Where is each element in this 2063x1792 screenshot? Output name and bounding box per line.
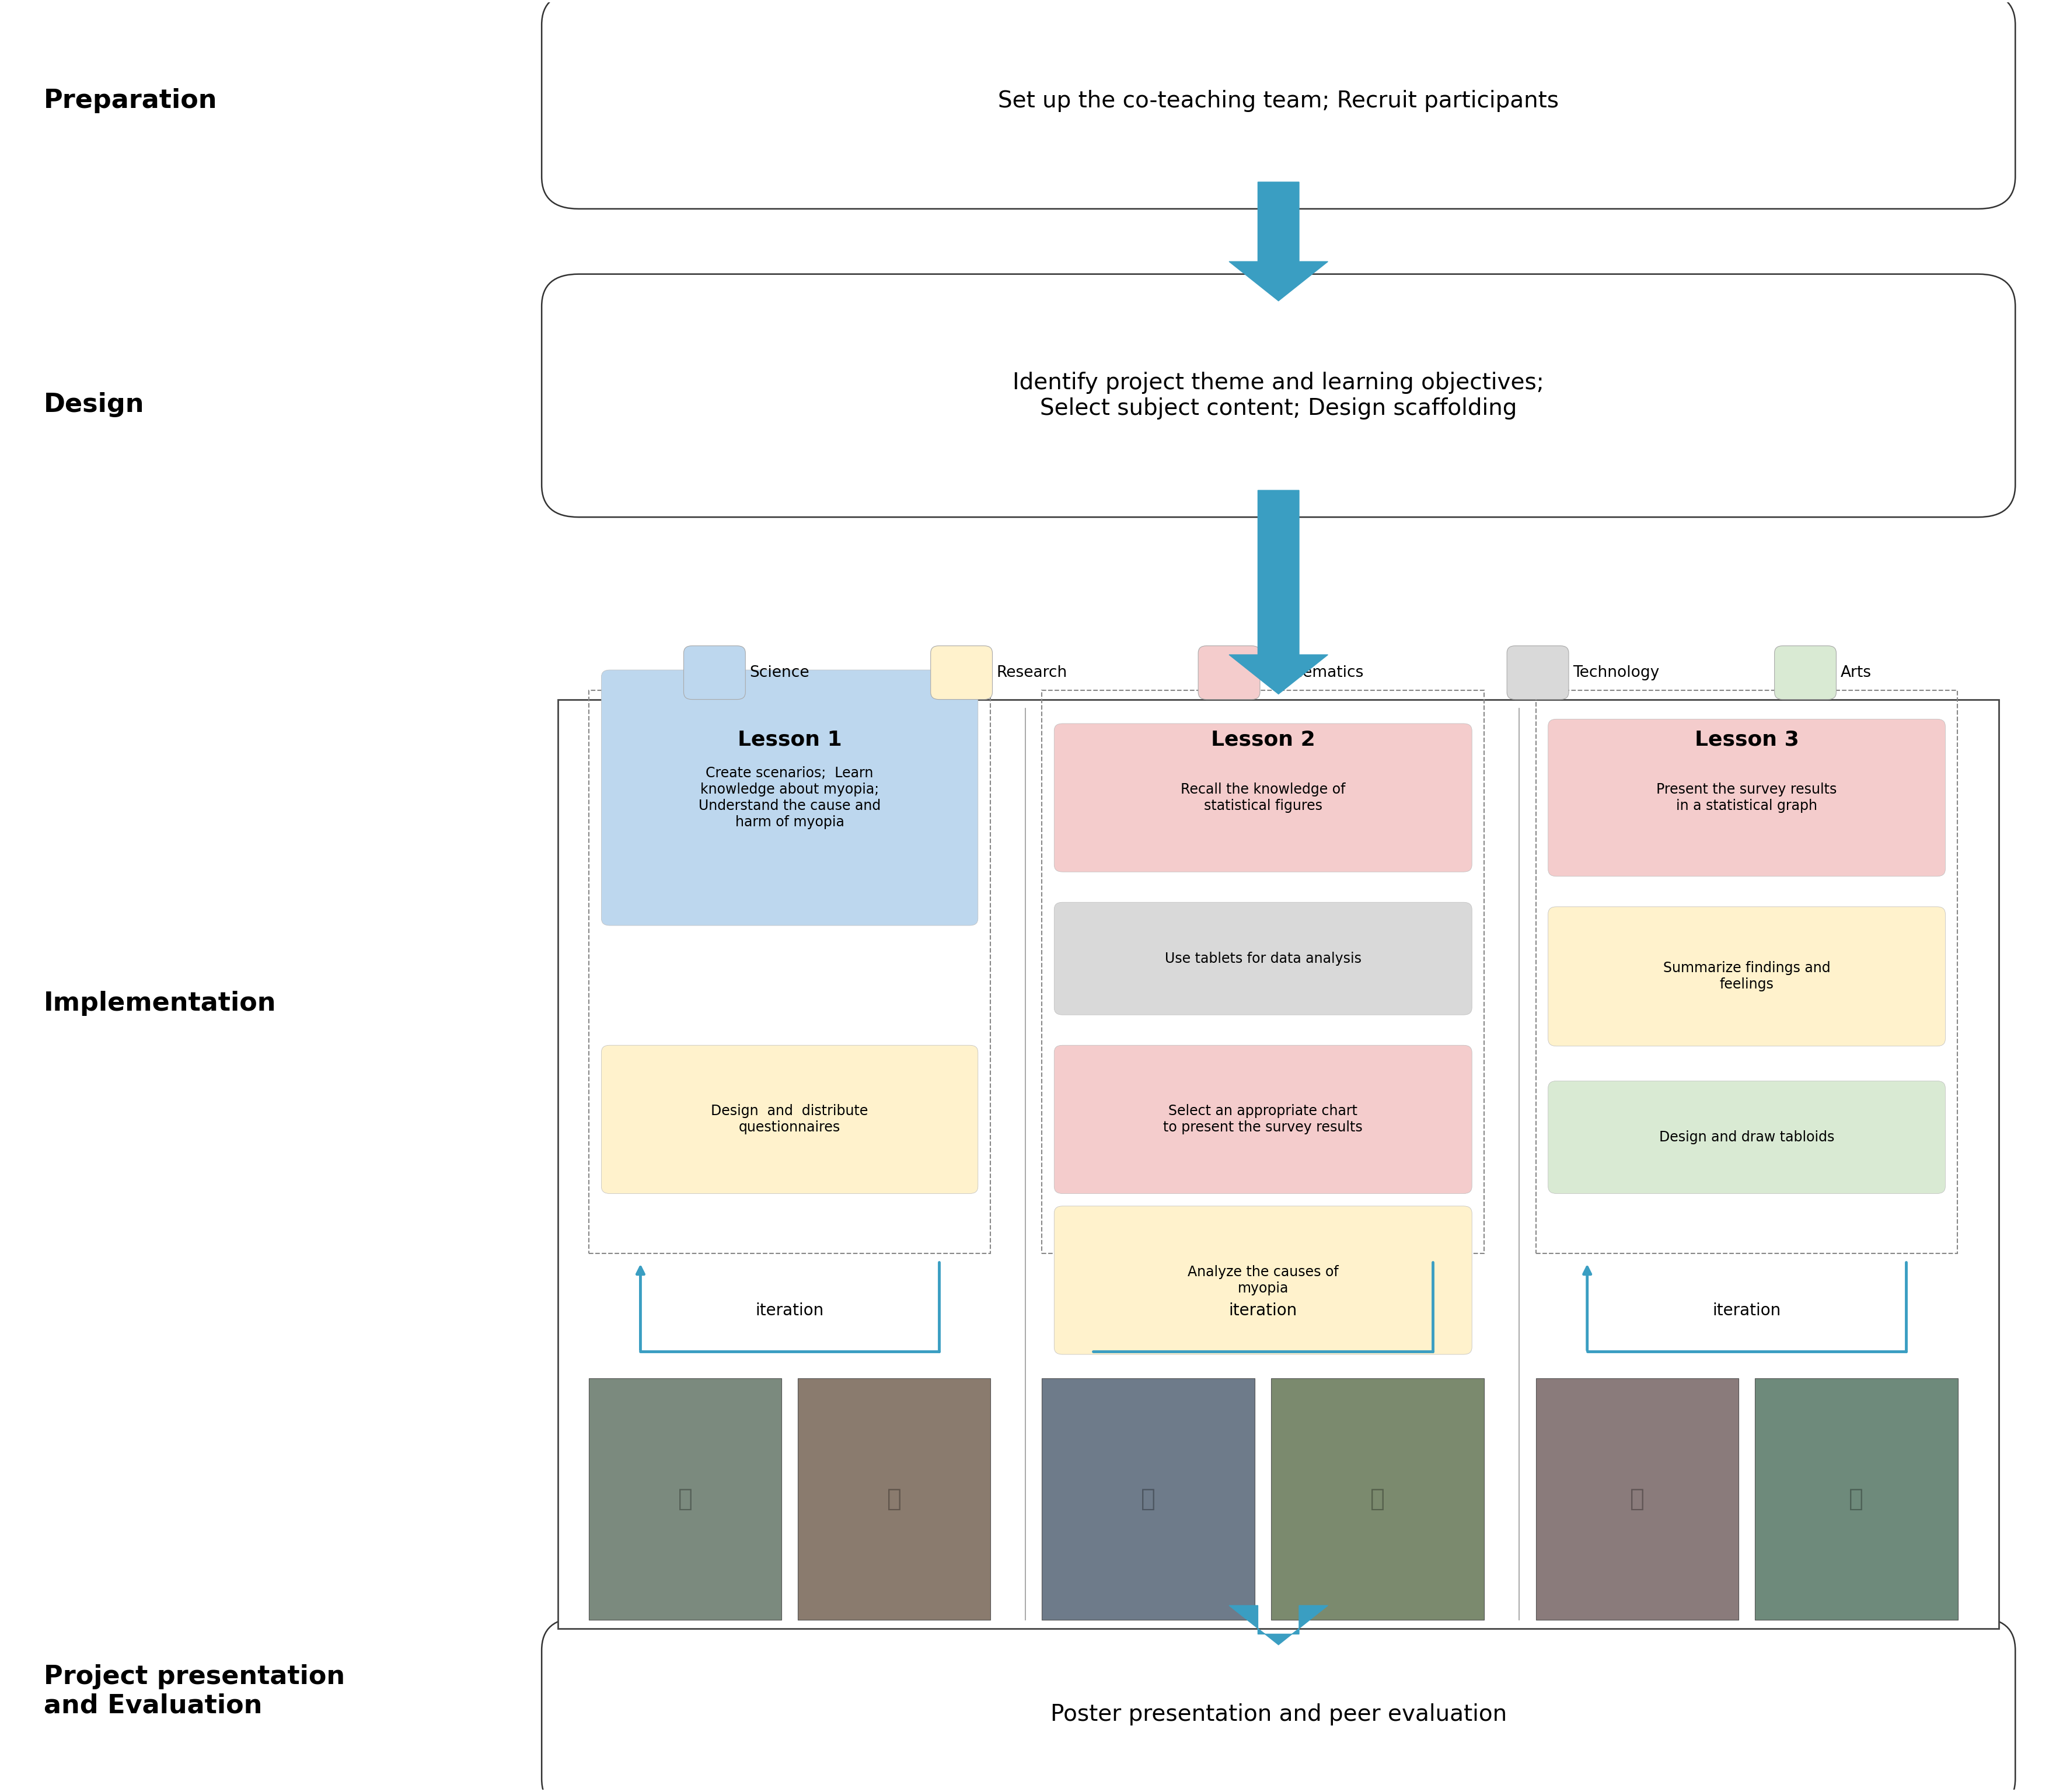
FancyBboxPatch shape	[1054, 901, 1471, 1014]
FancyBboxPatch shape	[600, 670, 978, 925]
FancyArrow shape	[1230, 183, 1329, 301]
Text: 📷: 📷	[1370, 1487, 1384, 1511]
Text: Project presentation
and Evaluation: Project presentation and Evaluation	[43, 1665, 345, 1719]
Text: iteration: iteration	[1712, 1303, 1780, 1319]
Text: Lesson 1: Lesson 1	[736, 729, 842, 749]
FancyArrow shape	[1230, 491, 1329, 694]
Text: 📷: 📷	[679, 1487, 693, 1511]
FancyBboxPatch shape	[1054, 724, 1471, 873]
Text: iteration: iteration	[1230, 1303, 1298, 1319]
Text: Implementation: Implementation	[43, 991, 276, 1016]
FancyBboxPatch shape	[1054, 1045, 1471, 1193]
Text: 📷: 📷	[1141, 1487, 1155, 1511]
Text: Present the survey results
in a statistical graph: Present the survey results in a statisti…	[1657, 783, 1836, 814]
Bar	[1535, 1378, 1739, 1620]
Text: Design  and  distribute
questionnaires: Design and distribute questionnaires	[712, 1104, 869, 1134]
Text: Create scenarios;  Learn
knowledge about myopia;
Understand the cause and
harm o: Create scenarios; Learn knowledge about …	[699, 767, 881, 830]
FancyBboxPatch shape	[1547, 719, 1945, 876]
Text: Design: Design	[43, 392, 144, 418]
Text: Lesson 3: Lesson 3	[1694, 729, 1799, 749]
FancyBboxPatch shape	[683, 645, 745, 699]
FancyBboxPatch shape	[1054, 1206, 1471, 1355]
FancyBboxPatch shape	[1547, 907, 1945, 1047]
Text: Technology: Technology	[1572, 665, 1659, 681]
Text: Science: Science	[749, 665, 809, 681]
FancyBboxPatch shape	[600, 1045, 978, 1193]
FancyBboxPatch shape	[930, 645, 992, 699]
Text: Poster presentation and peer evaluation: Poster presentation and peer evaluation	[1050, 1704, 1506, 1726]
Text: Lesson 2: Lesson 2	[1211, 729, 1316, 749]
Text: Research: Research	[996, 665, 1067, 681]
Bar	[559, 699, 1999, 1629]
FancyBboxPatch shape	[1547, 1081, 1945, 1193]
Text: iteration: iteration	[755, 1303, 823, 1319]
Text: Arts: Arts	[1840, 665, 1871, 681]
Bar	[590, 1378, 782, 1620]
Text: Preparation: Preparation	[43, 88, 217, 113]
Text: Select an appropriate chart
to present the survey results: Select an appropriate chart to present t…	[1164, 1104, 1364, 1134]
Bar	[1271, 1378, 1483, 1620]
Text: Analyze the causes of
myopia: Analyze the causes of myopia	[1188, 1265, 1339, 1296]
Bar	[1756, 1378, 1958, 1620]
FancyBboxPatch shape	[543, 1618, 2016, 1792]
Text: Summarize findings and
feelings: Summarize findings and feelings	[1663, 961, 1830, 991]
Text: Design and draw tabloids: Design and draw tabloids	[1659, 1131, 1834, 1145]
Text: Use tablets for data analysis: Use tablets for data analysis	[1166, 952, 1362, 966]
FancyArrow shape	[1230, 1606, 1329, 1645]
FancyBboxPatch shape	[543, 274, 2016, 518]
FancyBboxPatch shape	[1506, 645, 1568, 699]
Text: Identify project theme and learning objectives;
Select subject content; Design s: Identify project theme and learning obje…	[1013, 371, 1545, 419]
Text: Recall the knowledge of
statistical figures: Recall the knowledge of statistical figu…	[1180, 783, 1345, 814]
Text: 📷: 📷	[1848, 1487, 1863, 1511]
Text: Mathematics: Mathematics	[1265, 665, 1364, 681]
Text: Set up the co-teaching team; Recruit participants: Set up the co-teaching team; Recruit par…	[998, 90, 1560, 111]
FancyBboxPatch shape	[1774, 645, 1836, 699]
Text: 📷: 📷	[887, 1487, 902, 1511]
Bar	[1042, 1378, 1254, 1620]
FancyBboxPatch shape	[543, 0, 2016, 210]
FancyBboxPatch shape	[1199, 645, 1260, 699]
Text: 📷: 📷	[1630, 1487, 1644, 1511]
Bar	[798, 1378, 990, 1620]
